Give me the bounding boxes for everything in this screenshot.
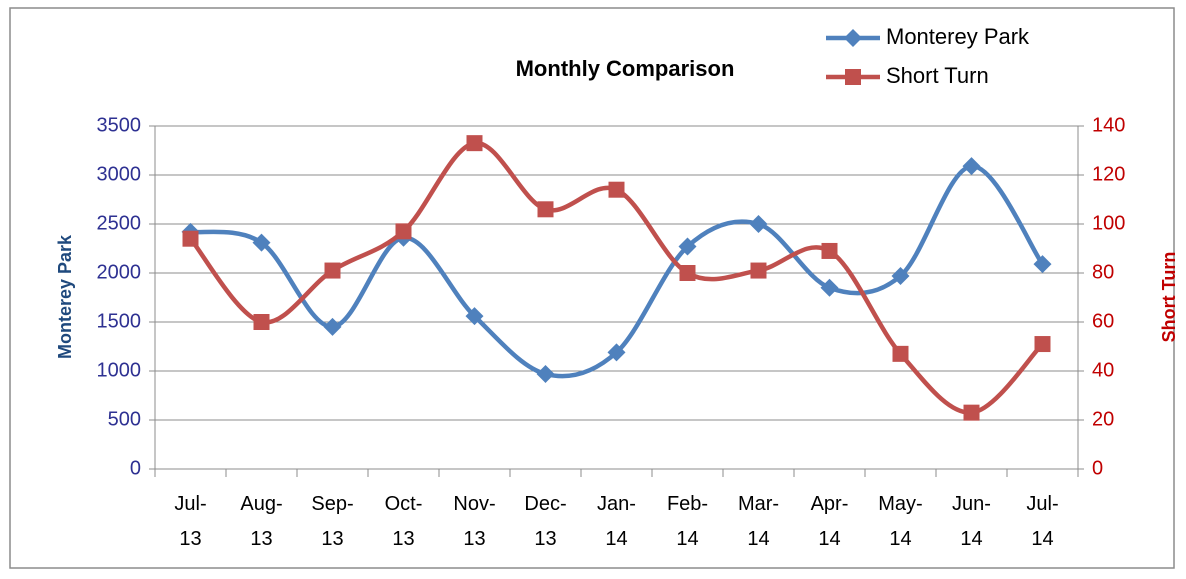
y-tick-label: 2000 [97, 261, 142, 283]
x-tick-label: Dec-13 [524, 493, 566, 550]
data-point [465, 307, 484, 326]
y2-tick-label: 120 [1092, 163, 1125, 185]
data-point [608, 181, 625, 198]
x-tick-label: Jun-14 [952, 493, 991, 550]
y2-tick-label: 60 [1092, 310, 1114, 332]
data-point [466, 135, 483, 152]
legend-marker [845, 69, 861, 85]
data-point [892, 345, 909, 362]
x-tick-label: May-14 [878, 493, 922, 550]
data-point [395, 223, 412, 240]
data-point [891, 266, 910, 285]
y-tick-label: 500 [108, 408, 141, 430]
data-point [821, 242, 838, 259]
x-tick-label: Jan-14 [597, 493, 636, 550]
x-tick-label: Nov-13 [453, 493, 495, 550]
data-point [1034, 336, 1051, 353]
x-tick-label: Aug-13 [240, 493, 282, 550]
y-tick-label: 1000 [97, 359, 142, 381]
data-point [323, 317, 342, 336]
x-tick-label: Jul-13 [174, 493, 206, 550]
data-point [679, 265, 696, 281]
x-tick-label: Jul-14 [1026, 493, 1058, 550]
y2-axis-title: Short Turn [1159, 252, 1179, 343]
x-tick-label: Oct-13 [385, 493, 423, 550]
y-tick-label: 0 [130, 457, 141, 479]
data-point [607, 343, 626, 362]
x-tick-label: Apr-14 [811, 493, 849, 550]
chart-title: Monthly Comparison [516, 56, 735, 81]
data-point [749, 215, 768, 233]
data-point [962, 157, 981, 176]
y-tick-label: 3500 [97, 114, 142, 136]
chart-border [9, 7, 1175, 569]
y2-tick-label: 100 [1092, 212, 1125, 234]
y-tick-label: 3000 [97, 163, 142, 185]
data-point [820, 278, 839, 297]
y2-tick-label: 140 [1092, 114, 1125, 136]
data-point [252, 233, 271, 252]
x-tick-label: Sep-13 [311, 493, 353, 550]
y2-tick-label: 0 [1092, 457, 1103, 479]
x-tick-label: Feb-14 [667, 493, 708, 550]
data-point [324, 262, 341, 279]
y-tick-label: 1500 [97, 310, 142, 332]
legend-marker [844, 29, 862, 47]
data-point [253, 314, 270, 330]
y2-tick-label: 40 [1092, 359, 1114, 381]
legend-label: Short Turn [886, 63, 989, 88]
data-point [537, 201, 554, 218]
y-tick-label: 2500 [97, 212, 142, 234]
x-tick-label: Mar-14 [738, 493, 779, 550]
y-axis-title: Monterey Park [55, 234, 75, 359]
y2-tick-label: 20 [1092, 408, 1114, 430]
data-point [750, 262, 767, 279]
y2-tick-label: 80 [1092, 261, 1114, 283]
data-point [182, 230, 199, 247]
data-point [963, 404, 980, 421]
data-point [1033, 255, 1052, 274]
data-point [678, 237, 697, 256]
data-point [536, 364, 555, 383]
legend-label: Monterey Park [886, 24, 1030, 49]
